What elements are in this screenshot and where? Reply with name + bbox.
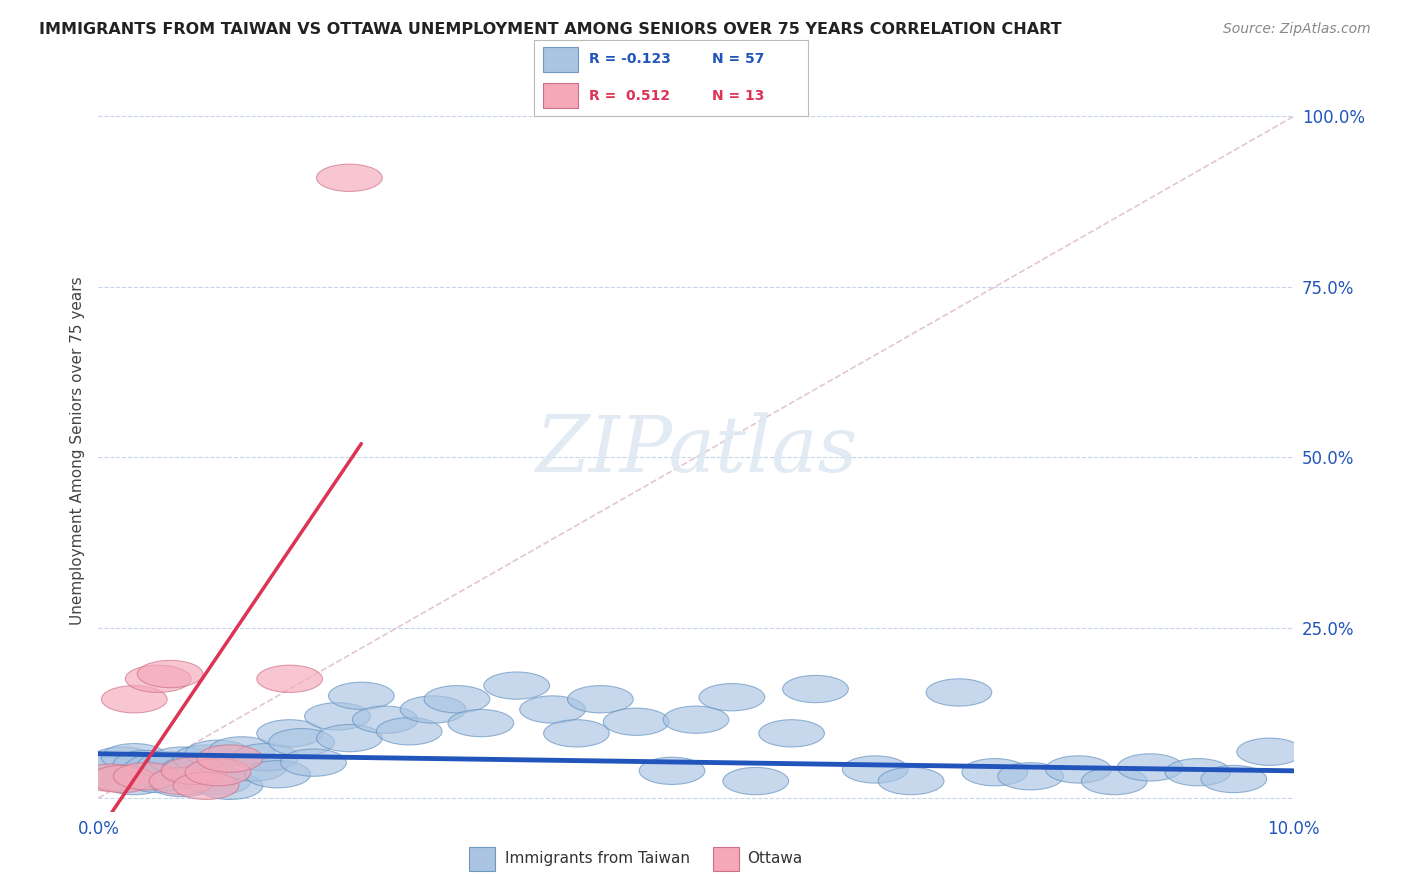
Ellipse shape xyxy=(125,665,191,692)
Text: ZIPatlas: ZIPatlas xyxy=(534,412,858,489)
Ellipse shape xyxy=(568,686,633,713)
Ellipse shape xyxy=(269,729,335,756)
Ellipse shape xyxy=(316,164,382,192)
Ellipse shape xyxy=(1201,765,1267,793)
Ellipse shape xyxy=(281,749,346,776)
Ellipse shape xyxy=(149,767,215,795)
Ellipse shape xyxy=(173,745,239,772)
Text: N = 13: N = 13 xyxy=(713,89,765,103)
Ellipse shape xyxy=(77,764,143,791)
Ellipse shape xyxy=(316,724,382,752)
Ellipse shape xyxy=(449,709,513,737)
Ellipse shape xyxy=(101,686,167,713)
Ellipse shape xyxy=(484,672,550,699)
Text: Immigrants from Taiwan: Immigrants from Taiwan xyxy=(505,851,689,866)
Ellipse shape xyxy=(699,683,765,711)
FancyBboxPatch shape xyxy=(543,83,578,109)
Ellipse shape xyxy=(101,744,167,771)
FancyBboxPatch shape xyxy=(713,847,740,871)
Ellipse shape xyxy=(842,756,908,783)
Ellipse shape xyxy=(640,757,704,784)
Ellipse shape xyxy=(257,665,322,692)
Ellipse shape xyxy=(138,660,202,688)
Ellipse shape xyxy=(377,718,441,745)
Text: Ottawa: Ottawa xyxy=(747,851,803,866)
Text: Source: ZipAtlas.com: Source: ZipAtlas.com xyxy=(1223,22,1371,37)
Ellipse shape xyxy=(783,675,848,703)
Ellipse shape xyxy=(401,696,465,723)
Ellipse shape xyxy=(77,757,143,784)
Ellipse shape xyxy=(927,679,991,706)
Ellipse shape xyxy=(1118,754,1182,781)
Text: N = 57: N = 57 xyxy=(713,53,765,67)
Ellipse shape xyxy=(197,745,263,772)
Ellipse shape xyxy=(233,744,298,771)
Ellipse shape xyxy=(125,754,191,781)
Ellipse shape xyxy=(186,758,250,786)
Ellipse shape xyxy=(90,765,155,793)
Ellipse shape xyxy=(149,747,215,774)
Ellipse shape xyxy=(879,767,943,795)
Ellipse shape xyxy=(209,737,274,764)
Ellipse shape xyxy=(329,682,394,709)
Ellipse shape xyxy=(90,764,155,791)
Ellipse shape xyxy=(305,703,370,730)
Ellipse shape xyxy=(221,754,287,781)
Ellipse shape xyxy=(138,752,202,779)
Ellipse shape xyxy=(114,750,179,778)
Ellipse shape xyxy=(138,763,202,790)
Ellipse shape xyxy=(114,763,179,790)
Ellipse shape xyxy=(1166,758,1230,786)
Ellipse shape xyxy=(114,761,179,788)
Ellipse shape xyxy=(962,758,1028,786)
Ellipse shape xyxy=(101,767,167,795)
Text: IMMIGRANTS FROM TAIWAN VS OTTAWA UNEMPLOYMENT AMONG SENIORS OVER 75 YEARS CORREL: IMMIGRANTS FROM TAIWAN VS OTTAWA UNEMPLO… xyxy=(39,22,1062,37)
Text: R =  0.512: R = 0.512 xyxy=(589,89,671,103)
Ellipse shape xyxy=(245,761,311,788)
Ellipse shape xyxy=(603,708,669,735)
Ellipse shape xyxy=(425,686,489,713)
FancyBboxPatch shape xyxy=(543,47,578,72)
Ellipse shape xyxy=(186,740,250,767)
Ellipse shape xyxy=(544,720,609,747)
Ellipse shape xyxy=(1046,756,1111,783)
Ellipse shape xyxy=(1081,767,1147,795)
Ellipse shape xyxy=(257,720,322,747)
Y-axis label: Unemployment Among Seniors over 75 years: Unemployment Among Seniors over 75 years xyxy=(69,277,84,624)
Ellipse shape xyxy=(520,696,585,723)
Ellipse shape xyxy=(197,772,263,799)
Ellipse shape xyxy=(125,765,191,793)
Ellipse shape xyxy=(1237,738,1302,765)
Ellipse shape xyxy=(723,767,789,795)
Ellipse shape xyxy=(173,764,239,791)
Ellipse shape xyxy=(162,757,226,784)
Ellipse shape xyxy=(162,758,226,786)
Ellipse shape xyxy=(162,756,226,783)
Ellipse shape xyxy=(664,706,728,733)
Ellipse shape xyxy=(173,772,239,799)
Ellipse shape xyxy=(186,767,250,795)
FancyBboxPatch shape xyxy=(468,847,495,871)
Ellipse shape xyxy=(759,720,824,747)
Ellipse shape xyxy=(90,747,155,774)
Ellipse shape xyxy=(149,770,215,797)
Ellipse shape xyxy=(998,763,1063,790)
Ellipse shape xyxy=(353,706,418,733)
Text: R = -0.123: R = -0.123 xyxy=(589,53,671,67)
